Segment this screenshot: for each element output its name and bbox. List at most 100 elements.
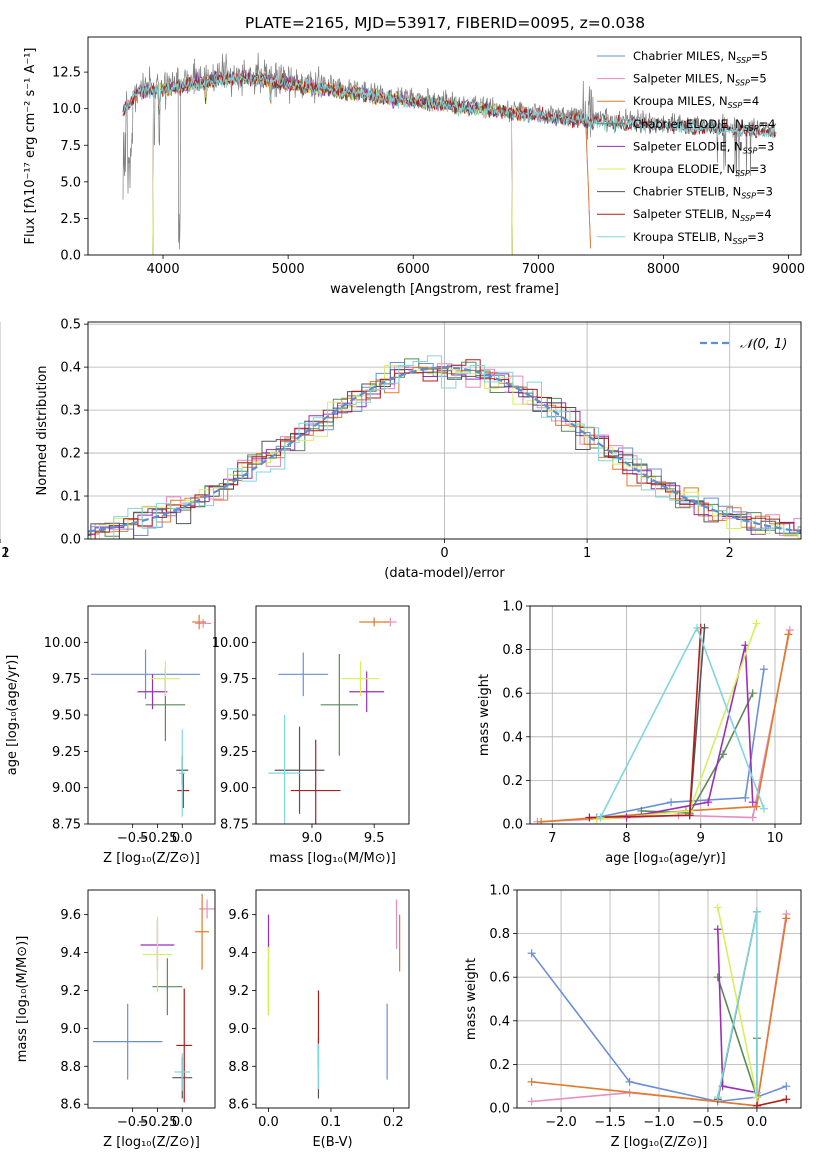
weight-marker	[713, 925, 722, 934]
y-tick-label: 9.00	[52, 781, 81, 796]
legend-label: Salpeter MILES, NSSP=5	[633, 72, 767, 88]
y-tick-label: 8.6	[228, 1098, 249, 1113]
x-axis-label: (data-model)/error	[384, 566, 505, 581]
y-tick-label: 9.50	[220, 709, 249, 724]
y-tick-label: 9.25	[220, 745, 249, 760]
x-axis-label: E(B-V)	[312, 1135, 352, 1150]
x-tick-label: −0.5	[692, 1115, 724, 1130]
y-axis-label: Flux [fλ10⁻¹⁷ erg cm⁻² s⁻¹ A⁻¹]	[23, 48, 38, 245]
legend-tail: =3	[750, 162, 767, 176]
legend-sub: SSP	[735, 79, 750, 88]
spectrum-traces	[122, 52, 777, 255]
weight-marker	[527, 1077, 536, 1086]
legend-text: Chabrier STELIB, N	[633, 185, 741, 199]
x-tick-label: 7	[548, 831, 556, 846]
legend-sub: SSP	[735, 169, 750, 178]
weight-marker	[782, 1082, 791, 1091]
legend-text: Kroupa STELIB, N	[633, 230, 733, 244]
weight-marker	[748, 813, 757, 822]
x-tick-label: 0.1	[321, 1115, 342, 1130]
x-tick-label: 7000	[522, 262, 555, 277]
legend-label: Kroupa STELIB, NSSP=3	[633, 230, 764, 246]
axes-frame	[87, 36, 802, 256]
y-tick-label: 2.5	[60, 212, 81, 227]
legend-text: Kroupa MILES, N	[633, 94, 728, 108]
x-tick-label: 1	[583, 546, 591, 561]
y-tick-label: 10.00	[212, 636, 249, 651]
y-axis-label: age [log₁₀(age/yr)]	[5, 655, 20, 776]
weight-marker	[637, 806, 646, 815]
y-tick-label: 9.0	[228, 1022, 249, 1037]
axes-frame	[87, 321, 802, 540]
y-tick-label: 0.4	[489, 1014, 510, 1029]
weight-marker	[741, 793, 750, 802]
x-axis-label: Z [log₁₀(Z/Z⊙)]	[103, 851, 200, 866]
x-tick-label: −0.5	[117, 831, 149, 846]
x-tick-label: 0.0	[172, 1115, 193, 1130]
legend-tail: =3	[757, 139, 774, 153]
axes-frame	[529, 605, 802, 825]
weight-line	[596, 669, 765, 819]
weight-marker	[752, 907, 761, 916]
legend-tail: =4	[759, 117, 776, 131]
legend-label: Salpeter ELODIE, NSSP=3	[633, 139, 774, 155]
x-tick-label: −1	[0, 546, 10, 561]
weight-marker	[752, 1101, 761, 1108]
x-tick-label: 9	[697, 831, 705, 846]
y-tick-label: 8.8	[60, 1060, 81, 1075]
y-tick-label: 0.2	[502, 774, 523, 789]
y-tick-label: 9.6	[60, 908, 81, 923]
y-tick-label: 9.2	[60, 984, 81, 999]
y-tick-label: 9.50	[52, 709, 81, 724]
x-tick-label: −0.25	[138, 831, 178, 846]
weight-marker	[752, 802, 761, 811]
weight-marker	[596, 813, 605, 822]
legend-label: 𝒩(0, 1)	[740, 337, 787, 352]
mass_vs_Z-axes: −0.5−0.250.0 8.6 8.8 9.0 9.2 9.4 9.6 Z [log₁₀(Z…	[15, 908, 200, 1150]
y-tick-label: 0.0	[60, 249, 81, 264]
axes-frame	[255, 889, 410, 1109]
legend-sub: SSP	[733, 237, 748, 246]
legend-text: Kroupa ELODIE, N	[633, 162, 735, 176]
legend-tail: =5	[751, 49, 768, 63]
y-tick-label: 9.25	[52, 745, 81, 760]
x-tick-label: 6000	[397, 262, 430, 277]
weight-marker	[667, 798, 676, 807]
legend-text: Salpeter STELIB, N	[633, 207, 740, 221]
x-tick-label: 0.0	[258, 1115, 279, 1130]
legend-label: Chabrier ELODIE, NSSP=4	[633, 117, 775, 133]
weight-marker	[785, 625, 794, 634]
y-tick-label: 0.5	[60, 318, 81, 333]
x-tick-label: 9.0	[302, 831, 323, 846]
x-tick-label: 0	[440, 546, 448, 561]
figure-title: PLATE=2165, MJD=53917, FIBERID=0095, z=0…	[245, 14, 645, 32]
weight-marker	[693, 623, 702, 632]
legend-tail: =3	[756, 185, 773, 199]
x-tick-label: −2	[0, 546, 10, 561]
x-tick-label: 0.2	[383, 1115, 404, 1130]
y-tick-label: 0.2	[489, 1058, 510, 1073]
x-tick-label: 8000	[647, 262, 680, 277]
x-tick-label: 10	[767, 831, 784, 846]
legend-sub: SSP	[743, 146, 758, 155]
age_vs_mass-points	[268, 617, 397, 824]
x-tick-label: −2.0	[545, 1115, 577, 1130]
y-tick-label: 0.4	[502, 730, 523, 745]
weight-marker	[748, 689, 757, 698]
legend-tail: =5	[750, 72, 767, 86]
x-tick-label: 0.0	[747, 1115, 768, 1130]
weight-marker	[719, 750, 728, 759]
weight-marker	[752, 619, 761, 628]
weight-line	[641, 692, 754, 814]
x-axis-label: age [log₁₀(age/yr)]	[605, 851, 726, 866]
legend-sub: SSP	[740, 214, 755, 223]
y-tick-label: 0.0	[502, 818, 523, 833]
weight-line	[626, 645, 754, 819]
y-tick-label: 1.0	[502, 600, 523, 615]
x-tick-label: 4000	[147, 262, 180, 277]
legend-sub: SSP	[728, 101, 743, 110]
spectrum-axes: 4000 5000 6000 7000 8000 9000 0.0 2.5 5.0 7.5 10.0…	[23, 48, 805, 298]
legend-text: Salpeter MILES, N	[633, 72, 735, 86]
y-tick-label: 10.00	[44, 636, 81, 651]
age_vs_mass-axes: 9.0 9.5 8.75 9.00 9.25 9.50 9.75 10.00 mass [log…	[212, 636, 396, 866]
